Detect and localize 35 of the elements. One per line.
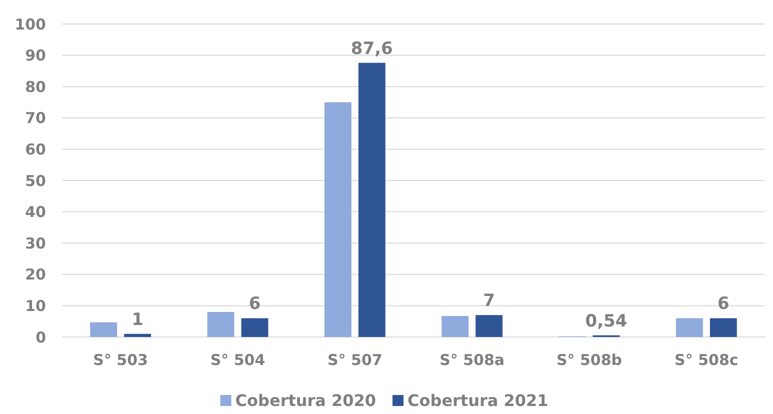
bar <box>476 315 503 337</box>
bar <box>676 318 703 337</box>
data-label: 0,54 <box>585 311 628 332</box>
data-label: 1 <box>132 310 144 330</box>
y-tick-label: 10 <box>25 296 46 315</box>
x-tick-label: S° 507 <box>327 351 382 369</box>
data-label: 6 <box>248 294 261 314</box>
x-tick-label: S° 504 <box>210 351 266 369</box>
bar <box>358 62 386 337</box>
bar <box>442 316 469 337</box>
legend-label: Cobertura 2021 <box>408 391 548 410</box>
y-tick-label: 0 <box>36 328 46 346</box>
bar <box>207 312 234 337</box>
y-tick-label: 60 <box>25 140 46 158</box>
data-label: 87,6 <box>350 38 393 59</box>
data-label: 7 <box>483 291 495 312</box>
x-tick-label: S° 508c <box>674 351 738 369</box>
x-tick-label: S° 508b <box>556 351 622 369</box>
y-tick-label: 70 <box>25 109 46 128</box>
bar <box>710 318 737 337</box>
y-tick-label: 100 <box>14 15 46 34</box>
bar <box>90 322 118 337</box>
x-tick-label: S° 508a <box>440 351 505 369</box>
y-tick-label: 40 <box>25 203 46 222</box>
y-tick-label: 50 <box>25 172 46 190</box>
x-tick-label: S° 503 <box>93 351 148 369</box>
data-label: 6 <box>717 294 730 314</box>
y-tick-label: 20 <box>25 266 46 284</box>
y-tick-label: 80 <box>25 78 46 96</box>
bar <box>124 334 152 337</box>
bar <box>241 318 268 337</box>
legend-label: Cobertura 2020 <box>235 391 376 410</box>
y-tick-label: 90 <box>25 46 46 65</box>
y-tick-label: 30 <box>25 234 46 252</box>
bar <box>324 102 352 337</box>
